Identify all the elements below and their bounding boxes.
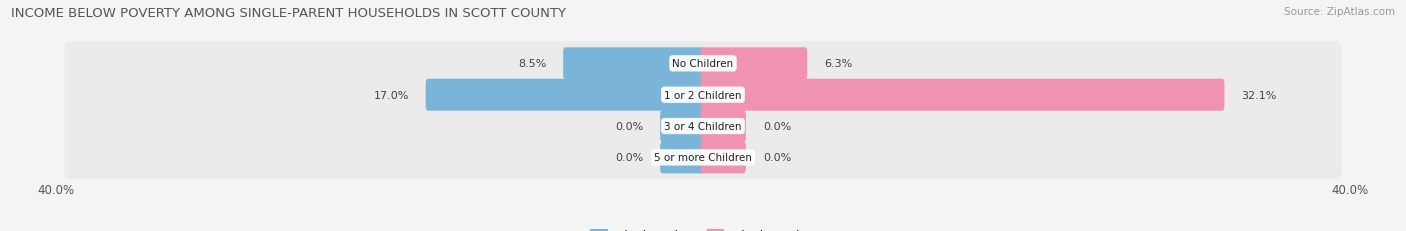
Text: No Children: No Children xyxy=(672,59,734,69)
FancyBboxPatch shape xyxy=(65,136,1341,179)
FancyBboxPatch shape xyxy=(65,42,1341,86)
Legend: Single Father, Single Mother: Single Father, Single Mother xyxy=(585,224,821,231)
Text: 6.3%: 6.3% xyxy=(824,59,852,69)
Text: 17.0%: 17.0% xyxy=(374,90,409,100)
Text: 32.1%: 32.1% xyxy=(1241,90,1277,100)
Text: 5 or more Children: 5 or more Children xyxy=(654,153,752,163)
Text: 1 or 2 Children: 1 or 2 Children xyxy=(664,90,742,100)
FancyBboxPatch shape xyxy=(700,79,1225,111)
FancyBboxPatch shape xyxy=(564,48,706,80)
Text: 0.0%: 0.0% xyxy=(614,153,643,163)
Text: 0.0%: 0.0% xyxy=(763,122,792,131)
FancyBboxPatch shape xyxy=(661,111,706,142)
FancyBboxPatch shape xyxy=(65,73,1341,117)
FancyBboxPatch shape xyxy=(700,48,807,80)
Text: 3 or 4 Children: 3 or 4 Children xyxy=(664,122,742,131)
FancyBboxPatch shape xyxy=(426,79,706,111)
FancyBboxPatch shape xyxy=(700,142,745,174)
Text: INCOME BELOW POVERTY AMONG SINGLE-PARENT HOUSEHOLDS IN SCOTT COUNTY: INCOME BELOW POVERTY AMONG SINGLE-PARENT… xyxy=(11,7,567,20)
Text: 0.0%: 0.0% xyxy=(763,153,792,163)
Text: 8.5%: 8.5% xyxy=(517,59,546,69)
Text: Source: ZipAtlas.com: Source: ZipAtlas.com xyxy=(1284,7,1395,17)
FancyBboxPatch shape xyxy=(65,105,1341,148)
FancyBboxPatch shape xyxy=(661,142,706,174)
FancyBboxPatch shape xyxy=(700,111,745,142)
Text: 0.0%: 0.0% xyxy=(614,122,643,131)
